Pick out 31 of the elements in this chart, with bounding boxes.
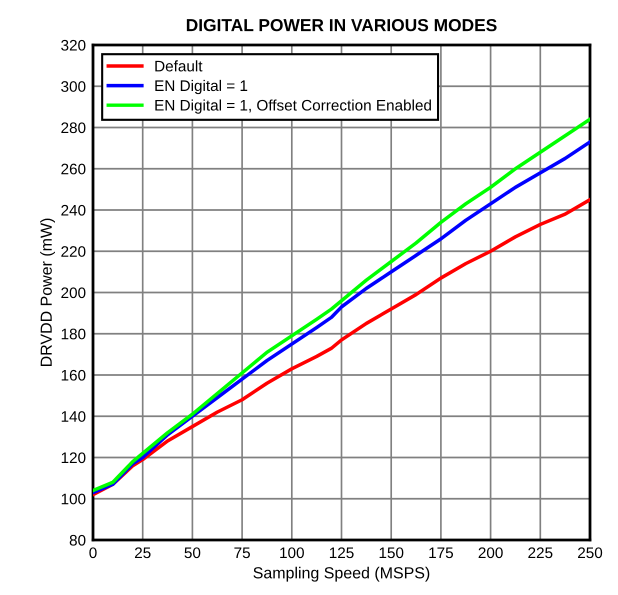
legend-label: EN Digital = 1 [155, 80, 248, 94]
y-tick-label: 180 [62, 328, 86, 340]
legend-label: EN Digital = 1, Offset Correction Enabled [155, 99, 431, 114]
y-tick-label: 300 [61, 81, 86, 92]
x-tick-label: 175 [429, 548, 454, 558]
x-tick-label: 100 [280, 547, 304, 558]
y-tick-label: 220 [61, 246, 86, 257]
y-tick-label: 80 [70, 534, 86, 546]
x-tick-label: 125 [330, 547, 354, 558]
line-series [93, 198, 590, 496]
legend-label: Default [155, 60, 202, 72]
y-tick-label: 280 [61, 122, 86, 134]
y-tick-label: 240 [61, 204, 86, 216]
y-axis-title: DRVDD Power (mW) [40, 218, 56, 366]
x-tick-label: 75 [234, 548, 250, 558]
y-tick-label: 320 [61, 40, 86, 51]
x-tick-label: 0 [89, 547, 97, 558]
y-tick-label: 260 [61, 164, 86, 174]
x-tick-label: 250 [578, 547, 602, 558]
y-tick-label: 160 [62, 370, 86, 381]
x-tick-label: 50 [184, 547, 200, 558]
x-tick-label: 25 [134, 547, 151, 558]
y-tick-label: 120 [62, 452, 86, 464]
x-axis-title: Sampling Speed (MSPS) [253, 566, 430, 582]
chart-title: DIGITAL POWER IN VARIOUS MODES [186, 18, 497, 32]
x-tick-label: 200 [478, 547, 503, 558]
y-tick-label: 100 [62, 494, 86, 504]
y-tick-label: 140 [62, 411, 86, 422]
x-tick-label: 225 [528, 547, 552, 558]
x-tick-label: 150 [380, 547, 404, 558]
y-tick-label: 200 [61, 287, 86, 298]
